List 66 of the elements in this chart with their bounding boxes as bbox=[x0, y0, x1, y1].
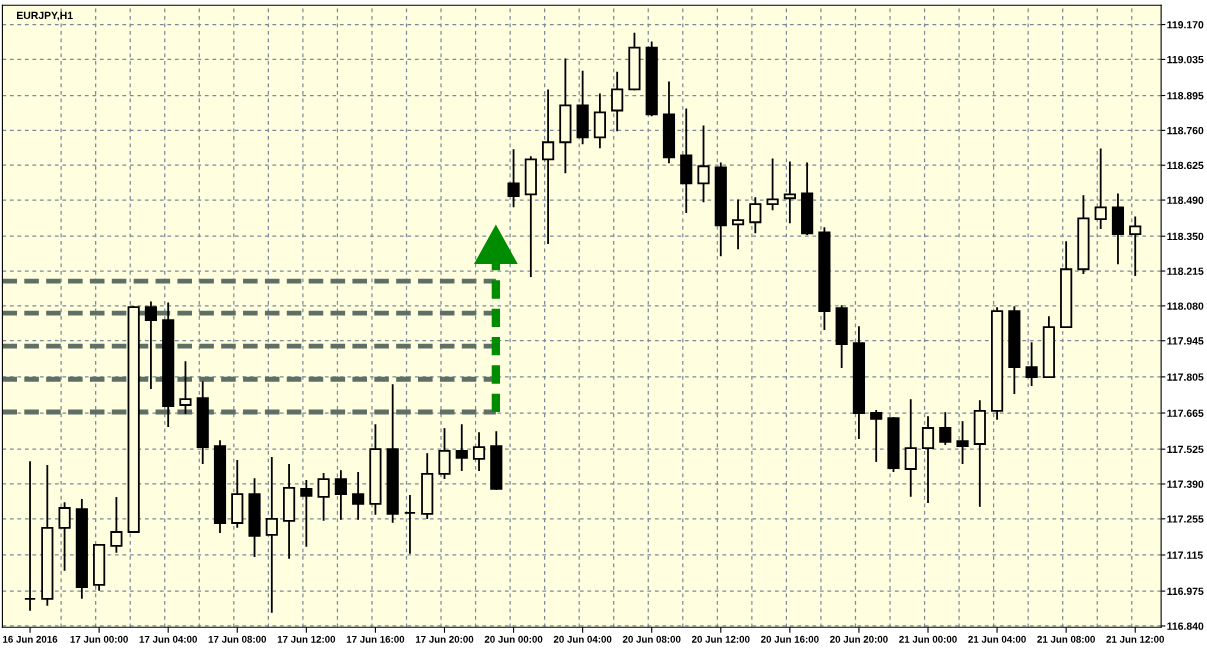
y-tick-label: 117.945 bbox=[1167, 337, 1204, 345]
y-tick-label: 116.840 bbox=[1167, 622, 1204, 630]
candlestick bbox=[334, 470, 347, 520]
candlestick bbox=[403, 494, 417, 554]
x-tick-label: 17 Jun 04:00 bbox=[139, 635, 197, 643]
candlestick bbox=[939, 412, 952, 445]
candlestick bbox=[921, 416, 935, 503]
candlestick bbox=[904, 399, 917, 497]
x-tick-label: 21 Jun 00:00 bbox=[899, 635, 957, 643]
candlestick bbox=[1094, 148, 1107, 230]
y-tick-label: 118.760 bbox=[1167, 126, 1204, 135]
x-tick-label: 20 Jun 16:00 bbox=[761, 635, 819, 643]
y-tick-label: 119.170 bbox=[1167, 21, 1204, 29]
y-tick-label: 118.350 bbox=[1167, 232, 1204, 241]
candlestick bbox=[1025, 342, 1038, 387]
candlestick bbox=[58, 502, 71, 571]
x-tick-label: 17 Jun 16:00 bbox=[346, 635, 405, 643]
y-tick-label: 118.215 bbox=[1167, 267, 1204, 275]
x-tick-label: 16 Jun 2016 bbox=[3, 635, 58, 643]
y-tick-label: 118.625 bbox=[1167, 161, 1204, 170]
x-tick-label: 21 Jun 04:00 bbox=[968, 635, 1026, 643]
y-tick-label: 116.975 bbox=[1167, 587, 1204, 595]
candlestick bbox=[455, 424, 468, 471]
candlestick bbox=[731, 199, 745, 250]
x-tick-label: 20 Jun 00:00 bbox=[484, 635, 543, 643]
x-tick-label: 17 Jun 12:00 bbox=[277, 635, 336, 643]
x-tick-label: 17 Jun 00:00 bbox=[70, 635, 128, 643]
x-tick-label: 17 Jun 20:00 bbox=[415, 635, 474, 643]
x-tick-label: 20 Jun 12:00 bbox=[691, 635, 750, 643]
x-tick-label: 21 Jun 12:00 bbox=[1106, 635, 1165, 643]
y-tick-label: 118.895 bbox=[1167, 92, 1204, 100]
candlestick bbox=[300, 479, 313, 547]
candlestick bbox=[749, 197, 762, 234]
candlestick bbox=[110, 497, 123, 553]
y-tick-label: 117.115 bbox=[1167, 551, 1203, 559]
candlestick bbox=[438, 428, 451, 479]
candlestick bbox=[317, 473, 330, 521]
candlestick bbox=[179, 361, 192, 414]
candlestick bbox=[766, 158, 779, 211]
x-tick-label: 17 Jun 08:00 bbox=[208, 635, 267, 643]
candlestick bbox=[507, 149, 520, 208]
y-tick-label: 117.805 bbox=[1167, 373, 1204, 381]
candlestick bbox=[783, 161, 796, 224]
y-tick-label: 117.665 bbox=[1167, 409, 1204, 417]
candlestick bbox=[956, 421, 969, 464]
x-tick-label: 20 Jun 04:00 bbox=[553, 635, 612, 643]
candlestick bbox=[352, 471, 365, 520]
y-tick-label: 118.080 bbox=[1167, 302, 1204, 310]
y-tick-label: 119.035 bbox=[1167, 55, 1204, 64]
candlestick bbox=[265, 457, 278, 613]
y-tick-label: 117.390 bbox=[1167, 480, 1204, 488]
candlestick bbox=[611, 71, 624, 132]
y-tick-label: 118.490 bbox=[1167, 196, 1204, 204]
candlestick bbox=[1129, 216, 1142, 277]
text: EURJPY,H1 bbox=[17, 11, 73, 21]
x-tick-label: 21 Jun 08:00 bbox=[1037, 635, 1095, 643]
candlestick bbox=[23, 461, 37, 611]
candlestick bbox=[472, 432, 486, 471]
candlestick bbox=[542, 89, 555, 245]
x-tick-label: 20 Jun 08:00 bbox=[622, 635, 681, 643]
candlestick bbox=[870, 410, 883, 462]
x-tick-label: 20 Jun 20:00 bbox=[830, 635, 888, 643]
y-tick-label: 117.255 bbox=[1167, 515, 1204, 523]
candlestick bbox=[697, 125, 710, 203]
y-tick-label: 117.525 bbox=[1167, 445, 1204, 454]
candlestick bbox=[144, 301, 158, 389]
